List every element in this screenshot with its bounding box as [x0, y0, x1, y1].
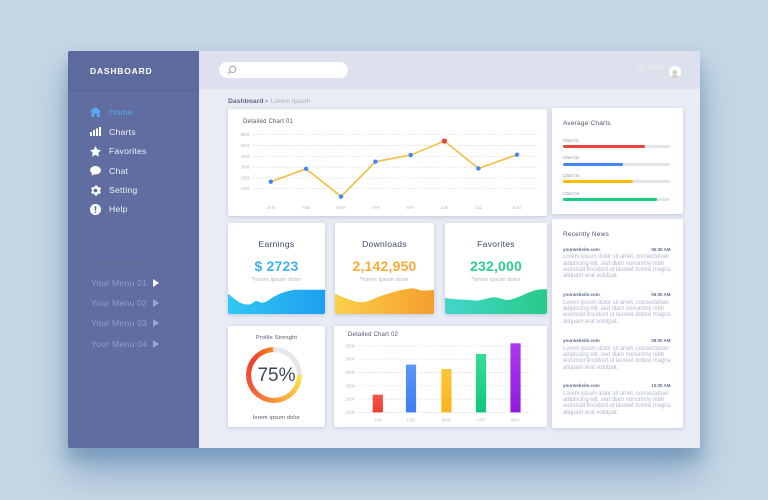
svg-text:JUN: JUN [440, 205, 448, 210]
svg-text:5000: 5000 [346, 357, 356, 362]
svg-text:1000: 1000 [241, 186, 251, 191]
svg-text:MAR: MAR [442, 418, 451, 423]
svg-text:6000: 6000 [241, 132, 251, 137]
svg-text:APR: APR [371, 205, 380, 210]
svg-text:JAN: JAN [267, 205, 275, 210]
svg-text:MAR: MAR [336, 205, 345, 210]
svg-text:FEB: FEB [302, 205, 310, 210]
svg-text:3000: 3000 [241, 165, 251, 170]
svg-text:JUL: JUL [475, 205, 483, 210]
svg-text:5000: 5000 [241, 143, 251, 148]
svg-text:1000: 1000 [346, 410, 356, 415]
svg-text:FEB: FEB [407, 418, 415, 423]
svg-text:JAN: JAN [374, 418, 382, 423]
svg-text:APR: APR [477, 418, 486, 423]
svg-text:MAY: MAY [511, 418, 520, 423]
svg-text:MAY: MAY [406, 205, 415, 210]
svg-text:6000: 6000 [346, 343, 356, 348]
svg-text:AUG: AUG [512, 205, 521, 210]
svg-text:4000: 4000 [241, 154, 251, 159]
svg-text:2000: 2000 [241, 175, 251, 180]
svg-text:4000: 4000 [346, 370, 356, 375]
svg-text:2000: 2000 [346, 397, 356, 402]
svg-text:3000: 3000 [346, 383, 356, 388]
